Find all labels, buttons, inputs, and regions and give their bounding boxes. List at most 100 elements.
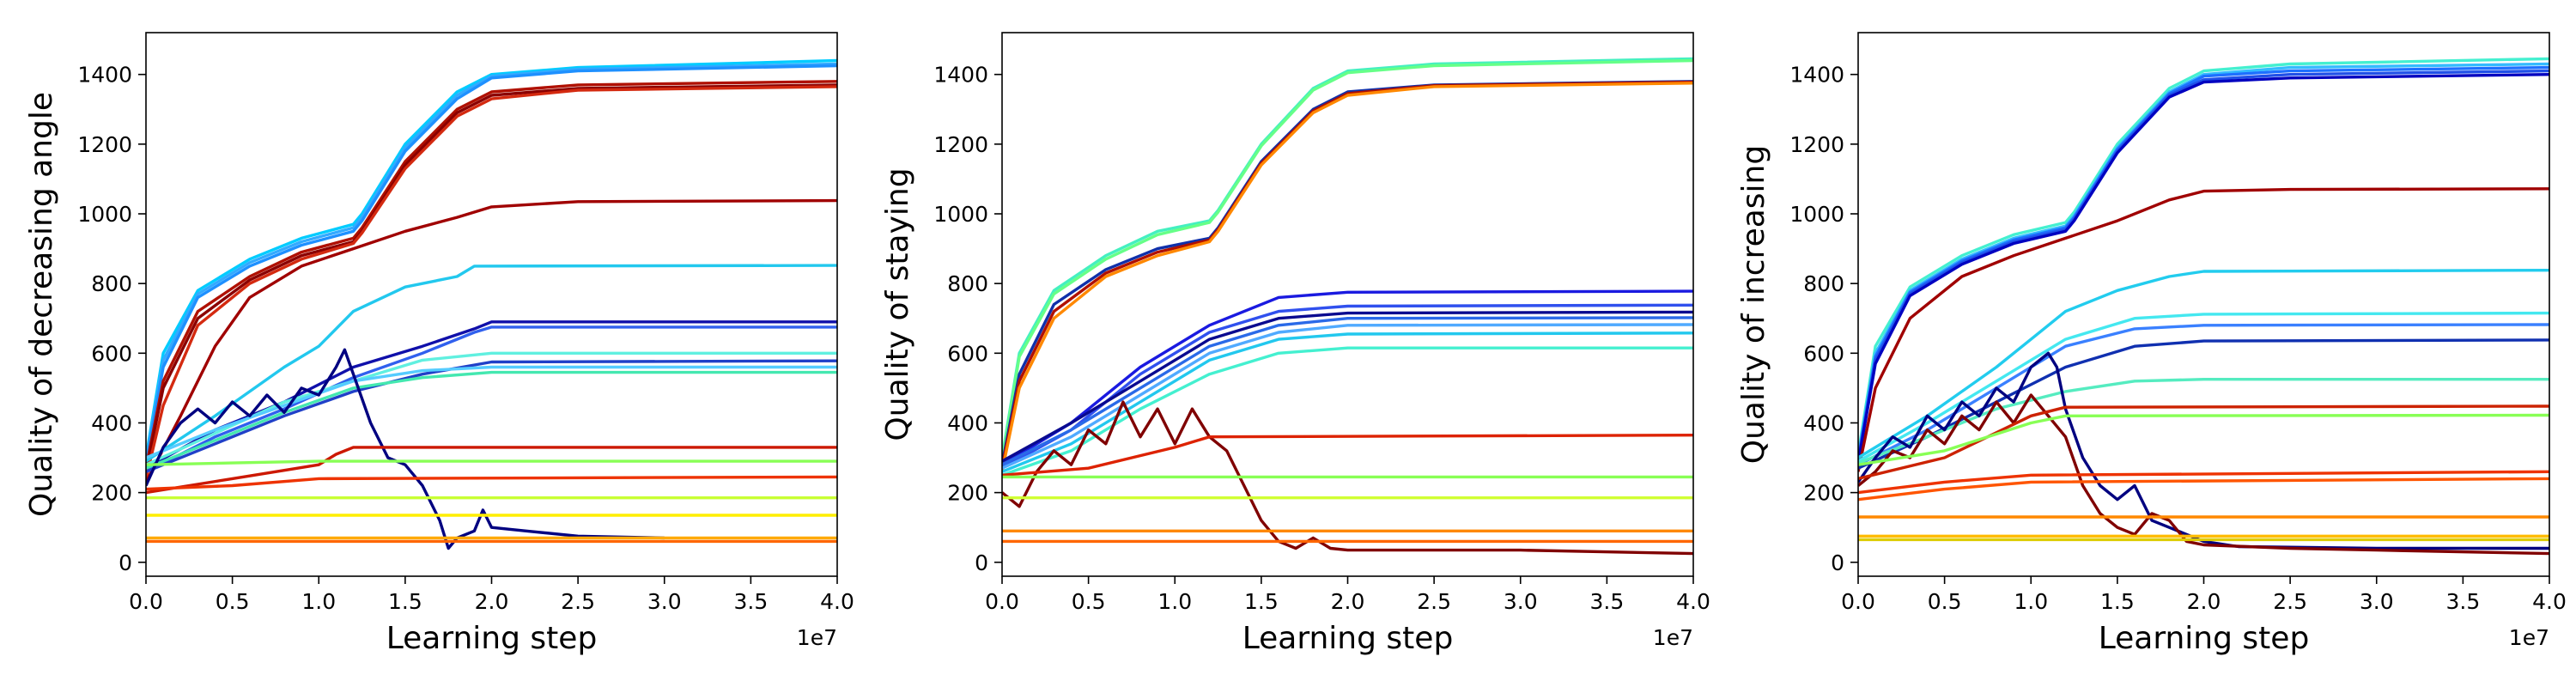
series-line-2 — [146, 62, 837, 462]
series-line-8 — [146, 264, 837, 463]
series-line-2 — [1002, 58, 1693, 462]
series-line-10 — [146, 325, 837, 473]
y-tick-label: 1400 — [1789, 63, 1844, 88]
series-line-13 — [1002, 400, 1693, 556]
x-tick-label: 2.0 — [2187, 589, 2221, 614]
y-tick-label: 1000 — [933, 202, 988, 227]
x-tick-label: 4.0 — [2532, 589, 2567, 614]
y-tick-label: 800 — [1803, 271, 1844, 296]
series-line-4 — [146, 80, 837, 469]
x-tick-label: 4.0 — [820, 589, 854, 614]
series-group — [146, 58, 837, 550]
x-tick-label: 3.0 — [2360, 589, 2394, 614]
series-line-5 — [1858, 73, 2549, 464]
series-line-3 — [146, 64, 837, 465]
series-line-17 — [146, 475, 837, 491]
x-tick-label: 0.0 — [129, 589, 163, 614]
series-line-14 — [146, 365, 837, 459]
y-tick-label: 400 — [1803, 410, 1844, 435]
chart-panel-1: 0.0 0.5 1.0 1.5 2.0 2.5 3.0 3.5 4.0 0 200 400 600 800… — [24, 32, 854, 656]
x-axis-label: Learning step — [2099, 621, 2310, 656]
series-group — [1002, 57, 1693, 556]
x-tick-label: 1.5 — [388, 589, 422, 614]
x-axis-label: Learning step — [386, 621, 598, 656]
y-tick-label: 800 — [91, 271, 132, 296]
x-scale-note: 1e7 — [2509, 625, 2549, 650]
y-tick-label: 1400 — [933, 63, 988, 88]
series-line-14 — [1858, 404, 2549, 481]
series-line-17 — [1858, 477, 2549, 502]
series-group — [1858, 57, 2549, 556]
x-axis-label: Learning step — [1242, 621, 1454, 656]
x-tick-label: 3.0 — [1504, 589, 1538, 614]
series-line-10 — [1002, 323, 1693, 470]
series-line-15 — [1858, 413, 2549, 466]
y-tick-label: 200 — [91, 481, 132, 506]
y-tick-label: 400 — [91, 410, 132, 435]
series-line-16 — [146, 446, 837, 495]
y-tick-label: 0 — [975, 550, 988, 575]
series-line-5 — [1002, 82, 1693, 472]
plot-frame — [1857, 32, 2550, 577]
series-line-9 — [1002, 316, 1693, 466]
x-tick-label: 2.5 — [2273, 589, 2307, 614]
plot-frame — [145, 32, 838, 577]
series-line-1 — [1858, 57, 2549, 455]
x-tick-label: 0.5 — [1928, 589, 1962, 614]
series-line-12 — [146, 359, 837, 473]
y-tick-label: 800 — [947, 271, 988, 296]
y-tick-label: 1000 — [77, 202, 132, 227]
series-line-16 — [1858, 470, 2549, 495]
y-tick-label: 1000 — [1789, 202, 1844, 227]
series-line-12 — [1858, 351, 2549, 550]
y-tick-label: 0 — [1831, 550, 1844, 575]
x-tick-label: 3.5 — [1589, 589, 1624, 614]
x-tick-label: 1.0 — [301, 589, 336, 614]
x-tick-label: 1.0 — [1157, 589, 1192, 614]
x-tick-label: 3.5 — [2445, 589, 2480, 614]
x-tick-label: 4.0 — [1676, 589, 1710, 614]
series-line-7 — [1858, 269, 2549, 459]
x-tick-label: 0.0 — [985, 589, 1019, 614]
y-tick-label: 600 — [947, 341, 988, 366]
series-line-18 — [146, 459, 837, 466]
x-tick-label: 0.0 — [1841, 589, 1875, 614]
y-tick-label: 1200 — [1789, 132, 1844, 157]
y-tick-label: 200 — [1803, 481, 1844, 506]
series-line-6 — [1858, 187, 2549, 472]
x-tick-label: 2.0 — [1331, 589, 1365, 614]
x-tick-label: 2.5 — [561, 589, 595, 614]
x-tick-label: 1.5 — [1244, 589, 1279, 614]
y-tick-label: 400 — [947, 410, 988, 435]
series-line-13 — [146, 370, 837, 470]
y-tick-label: 1200 — [933, 132, 988, 157]
x-tick-label: 3.0 — [647, 589, 682, 614]
series-line-8 — [1858, 311, 2549, 463]
y-axis-label: Quality of staying — [880, 167, 915, 441]
x-tick-label: 3.5 — [733, 589, 768, 614]
chart-panel-2: 0.0 0.5 1.0 1.5 2.0 2.5 3.0 3.5 4.0 0 200 400 600 800… — [880, 32, 1710, 656]
series-line-12 — [1002, 346, 1693, 477]
y-tick-label: 600 — [91, 341, 132, 366]
series-line-6 — [146, 85, 837, 479]
series-line-11 — [1002, 331, 1693, 473]
series-line-11 — [1858, 378, 2549, 465]
x-tick-label: 2.0 — [475, 589, 509, 614]
y-axis-label: Quality of decreasing angle — [24, 92, 59, 517]
x-scale-note: 1e7 — [1653, 625, 1693, 650]
x-tick-label: 1.5 — [2100, 589, 2135, 614]
y-tick-label: 600 — [1803, 341, 1844, 366]
y-tick-label: 1200 — [77, 132, 132, 157]
x-tick-label: 1.0 — [2014, 589, 2048, 614]
series-line-8 — [1002, 310, 1693, 463]
series-line-14 — [1002, 434, 1693, 477]
x-scale-note: 1e7 — [797, 625, 837, 650]
y-tick-label: 200 — [947, 481, 988, 506]
x-tick-label: 0.5 — [216, 589, 250, 614]
y-tick-label: 0 — [118, 550, 132, 575]
series-line-13 — [1858, 393, 2549, 556]
x-tick-label: 0.5 — [1072, 589, 1106, 614]
y-tick-label: 1400 — [77, 63, 132, 88]
y-axis-label: Quality of increasing — [1736, 145, 1771, 464]
